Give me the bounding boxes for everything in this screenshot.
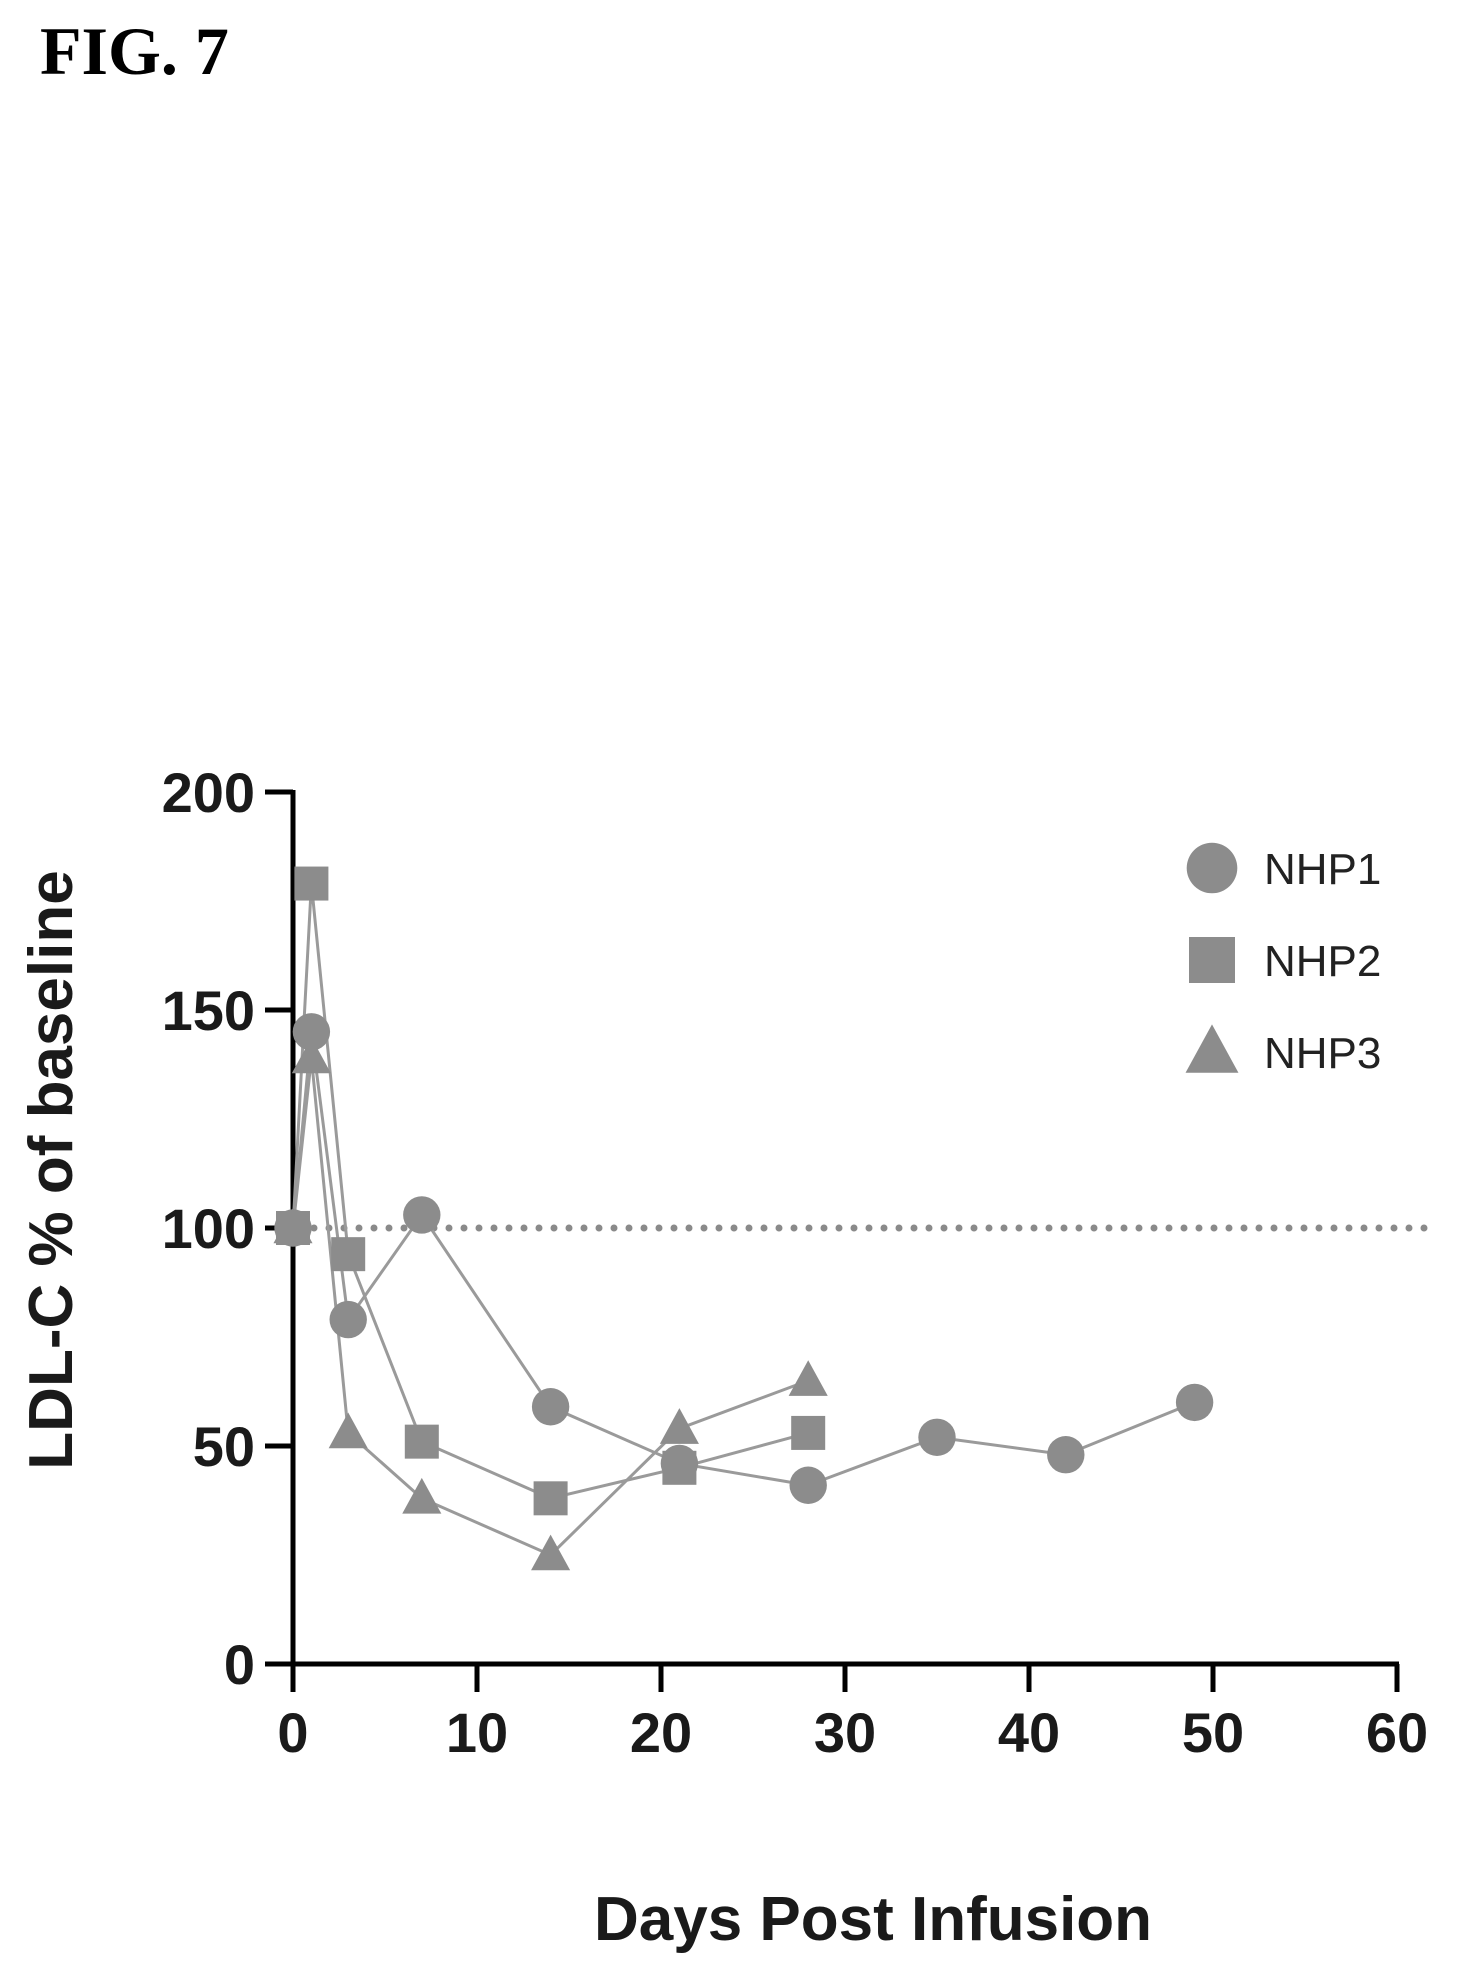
x-axis-title: Days Post Infusion [594, 1885, 1152, 1954]
legend-item-nhp2: NHP2 [1189, 937, 1381, 986]
data-point-nhp2 [662, 1450, 697, 1485]
y-tick-label: 50 [193, 1415, 255, 1478]
legend-marker-nhp2 [1189, 937, 1235, 983]
y-tick-label: 0 [224, 1633, 255, 1696]
data-point-nhp3 [788, 1360, 828, 1396]
x-tick-label: 0 [277, 1701, 308, 1764]
y-tick-label: 100 [162, 1197, 255, 1260]
legend-marker-nhp1 [1186, 842, 1238, 894]
data-point-nhp3 [659, 1408, 699, 1444]
data-point-nhp1 [329, 1300, 367, 1339]
x-tick-label: 40 [998, 1701, 1060, 1764]
legend-label-nhp1: NHP1 [1264, 845, 1381, 894]
x-tick-label: 20 [630, 1701, 692, 1764]
y-axis-title: LDL-C % of baseline [17, 870, 86, 1469]
legend-label-nhp3: NHP3 [1264, 1029, 1381, 1078]
data-point-nhp2 [331, 1237, 366, 1272]
legend: NHP1 NHP2 NHP3 [1185, 842, 1381, 1078]
x-tick-label: 10 [446, 1701, 508, 1764]
axes: 0 50 100 150 200 0 10 20 30 40 50 60 [162, 761, 1429, 1764]
x-tick-label: 60 [1366, 1701, 1428, 1764]
legend-item-nhp1: NHP1 [1186, 842, 1381, 894]
series-line-nhp1 [291, 1031, 1196, 1487]
data-point-nhp1 [531, 1388, 570, 1426]
data-point-nhp1 [1047, 1436, 1085, 1474]
data-point-nhp3 [328, 1412, 368, 1449]
data-point-nhp1 [1175, 1383, 1214, 1422]
data-point-nhp2 [294, 866, 329, 901]
data-point-nhp3 [291, 1037, 331, 1074]
data-point-nhp1 [403, 1196, 441, 1234]
data-point-nhp1 [918, 1418, 956, 1456]
data-point-nhp2 [533, 1481, 568, 1516]
y-tick-label: 150 [162, 979, 255, 1042]
x-tick-label: 30 [814, 1701, 876, 1764]
series-markers [273, 866, 1214, 1571]
data-point-nhp3 [273, 1207, 313, 1244]
data-point-nhp2 [791, 1415, 826, 1450]
data-point-nhp3 [531, 1534, 571, 1571]
figure-title: FIG. 7 [40, 13, 229, 89]
legend-marker-nhp3 [1185, 1024, 1239, 1073]
data-point-nhp2 [404, 1424, 439, 1459]
data-point-nhp1 [292, 1013, 331, 1051]
legend-item-nhp3: NHP3 [1185, 1024, 1381, 1078]
data-point-nhp1 [789, 1466, 827, 1504]
y-tick-label: 200 [162, 761, 255, 824]
x-tick-label: 50 [1182, 1701, 1244, 1764]
legend-label-nhp2: NHP2 [1264, 937, 1381, 986]
data-point-nhp3 [402, 1477, 442, 1514]
